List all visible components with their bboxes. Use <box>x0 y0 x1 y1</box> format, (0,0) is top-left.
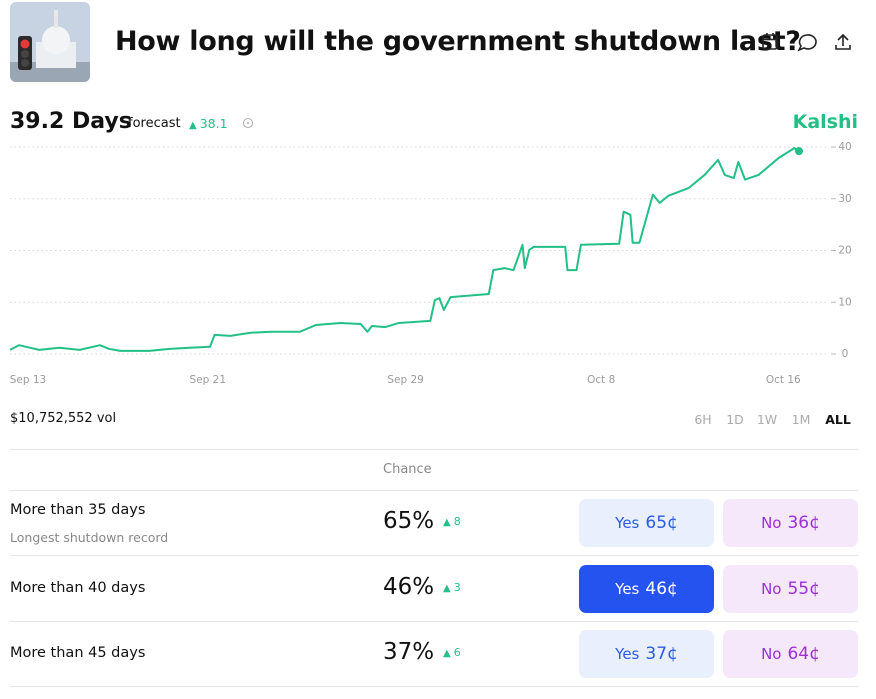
no-price: 36¢ <box>787 513 820 533</box>
yes-label: Yes <box>615 645 640 663</box>
yes-price: 37¢ <box>645 644 678 664</box>
yes-button[interactable]: Yes 65¢ <box>579 499 714 547</box>
x-tick-label: Oct 16 <box>766 374 801 386</box>
divider <box>10 490 858 491</box>
chance-change: 6 <box>443 646 461 659</box>
no-label: No <box>761 579 782 598</box>
x-tick-label: Oct 8 <box>587 374 615 386</box>
chance-change: 8 <box>443 515 461 528</box>
no-button[interactable]: No 64¢ <box>723 630 858 678</box>
line <box>9 147 800 352</box>
y-tick-label: 30 <box>838 193 851 205</box>
brand: Kalshi <box>792 111 858 133</box>
share-icon[interactable] <box>835 33 851 50</box>
end-point <box>795 147 803 156</box>
x-tick-label: Sep 21 <box>190 374 227 386</box>
forecast-value: 39.2 Days <box>10 109 132 134</box>
comment-icon[interactable] <box>797 34 817 52</box>
outcome-label: More than 35 days <box>10 502 146 518</box>
chance: 65% <box>383 508 435 534</box>
range-button[interactable]: 6H <box>694 412 712 427</box>
forecast-label: forecast <box>128 116 181 131</box>
yes-label: Yes <box>615 579 640 598</box>
divider <box>10 555 858 556</box>
y-tick-label: 10 <box>838 296 851 308</box>
yes-label: Yes <box>615 514 640 532</box>
outcome-label: More than 45 days <box>10 645 146 661</box>
x-tick-label: Sep 29 <box>387 374 424 386</box>
volume: $10,752,552 vol <box>10 411 117 426</box>
no-price: 64¢ <box>787 644 820 664</box>
y-tick-label: 0 <box>842 348 849 360</box>
divider <box>10 686 858 687</box>
title: How long will the government shutdown la… <box>115 26 801 57</box>
divider <box>10 449 858 450</box>
no-label: No <box>761 645 782 663</box>
yes-button[interactable]: Yes 37¢ <box>579 630 714 678</box>
yes-price: 46¢ <box>645 578 678 599</box>
chance: 46% <box>383 573 435 600</box>
actions <box>762 33 851 52</box>
divider <box>10 620 858 622</box>
no-button[interactable]: No 55¢ <box>723 564 858 613</box>
outcome-note: Longest shutdown record <box>10 530 169 545</box>
no-price: 55¢ <box>787 578 820 599</box>
range-button[interactable]: ALL <box>825 412 851 427</box>
y-tick-label: 20 <box>838 245 851 257</box>
outcome-label: More than 40 days <box>10 579 146 596</box>
range-button[interactable]: 1W <box>756 412 778 427</box>
chance: 37% <box>383 639 435 665</box>
range-button[interactable]: 1D <box>726 412 744 427</box>
market-image <box>10 2 90 82</box>
no-label: No <box>761 514 782 532</box>
no-button[interactable]: No 36¢ <box>723 499 858 547</box>
yes-button[interactable]: Yes 46¢ <box>579 564 714 613</box>
forecast-change: 38.1 <box>189 116 228 131</box>
x-tick-label: Sep 13 <box>10 374 47 386</box>
range-button[interactable]: 1M <box>791 412 811 427</box>
column-header: Chance <box>383 462 432 477</box>
info-icon[interactable] <box>242 117 254 129</box>
yes-price: 65¢ <box>645 513 678 533</box>
y-tick-label: 40 <box>838 141 851 153</box>
chart: 0 10 20 30 40 Sep 13 Sep 21 Sep 29 Oct 8 Oct 16 <box>9 141 852 386</box>
calendar-icon[interactable] <box>762 33 778 50</box>
chance-change: 3 <box>443 581 461 594</box>
